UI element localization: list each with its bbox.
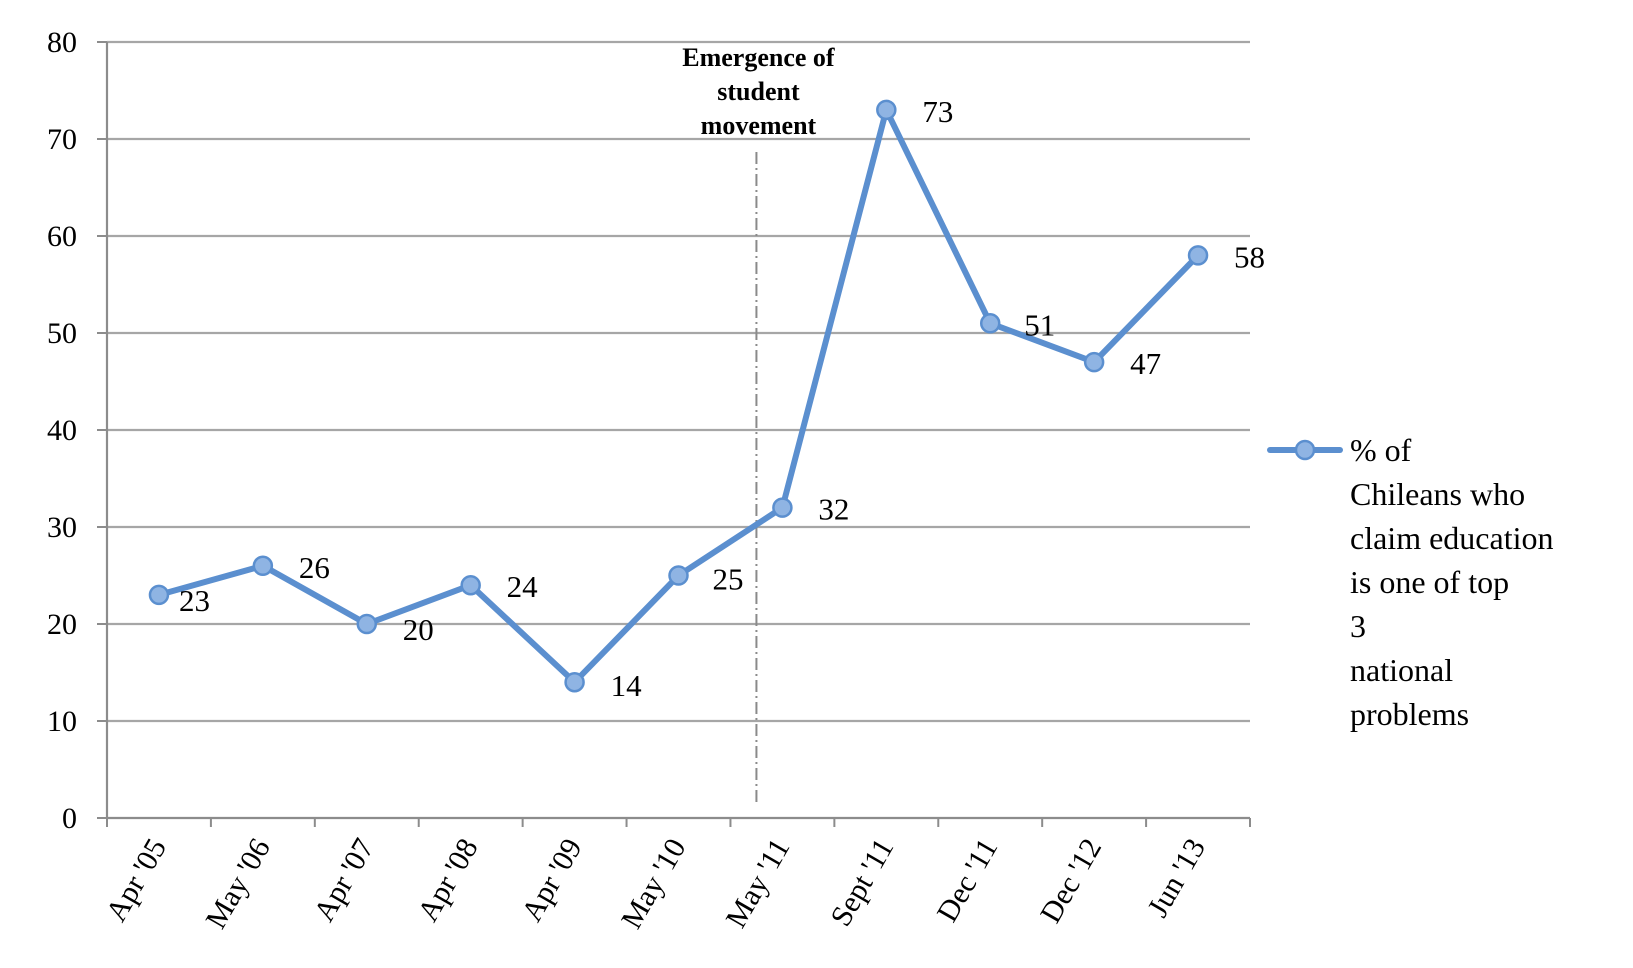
y-tick-label: 20 — [47, 608, 77, 641]
data-label: 26 — [299, 550, 330, 585]
data-label: 20 — [403, 612, 434, 647]
y-tick-label: 0 — [62, 802, 77, 835]
annotation-text: Emergence of — [682, 43, 835, 72]
gridlines — [107, 40, 1250, 723]
x-axis-ticks: Apr '05 May '06 Apr '07 Apr '08 Apr '09 May '… — [100, 818, 1251, 934]
x-tick-label: Apr '07 — [307, 833, 380, 927]
series-line — [155, 106, 1202, 686]
data-point — [979, 313, 1001, 334]
x-tick-label: May '06 — [199, 833, 277, 934]
x-tick-label: Apr '09 — [515, 833, 588, 927]
data-point — [772, 497, 793, 518]
data-point — [356, 613, 378, 635]
data-label: 47 — [1130, 346, 1161, 381]
data-label: 24 — [507, 569, 539, 604]
y-tick-label: 80 — [47, 26, 77, 59]
y-tick-label: 60 — [47, 220, 77, 253]
x-tick-label: Apr '08 — [411, 833, 484, 927]
data-label: 23 — [179, 583, 210, 618]
x-tick-label: May '11 — [719, 833, 796, 933]
y-tick-label: 70 — [47, 123, 77, 156]
data-point — [564, 671, 585, 693]
annotation-text: movement — [701, 111, 817, 140]
data-point — [668, 565, 689, 586]
y-tick-label: 50 — [47, 317, 77, 350]
data-label: 51 — [1024, 307, 1055, 342]
data-label: 32 — [818, 492, 849, 527]
annotation-text: student — [717, 77, 800, 106]
x-tick-label: Apr '05 — [100, 833, 173, 927]
x-tick-label: May '10 — [615, 833, 693, 934]
legend-label: % of Chileans who claim education is one of… — [1350, 432, 1553, 732]
data-point — [876, 99, 897, 121]
data-point — [1187, 245, 1209, 266]
x-tick-label: Sept '11 — [824, 833, 900, 932]
data-point — [460, 574, 481, 596]
y-tick-label: 30 — [47, 511, 77, 544]
data-label: 14 — [611, 668, 643, 703]
data-label: 58 — [1234, 239, 1265, 274]
data-label: 25 — [713, 562, 744, 597]
x-tick-label: Jun '13 — [1141, 833, 1212, 923]
y-tick-label: 10 — [47, 705, 77, 738]
x-tick-label: Dec '12 — [1034, 833, 1108, 928]
data-point — [252, 555, 274, 577]
legend-marker — [1294, 439, 1316, 461]
y-tick-label: 40 — [47, 414, 77, 447]
legend: % of Chileans who claim education is one of… — [1267, 432, 1553, 732]
x-tick-label: Dec '11 — [931, 833, 1005, 928]
series: 23 26 20 24 14 25 32 73 51 47 58 — [148, 94, 1265, 703]
data-label: 73 — [922, 94, 953, 129]
data-point — [1083, 351, 1105, 373]
y-axis-ticks: 0 10 20 30 40 50 60 70 80 — [47, 26, 107, 835]
annotation: Emergence of student movement — [682, 43, 835, 803]
data-point — [148, 584, 170, 606]
